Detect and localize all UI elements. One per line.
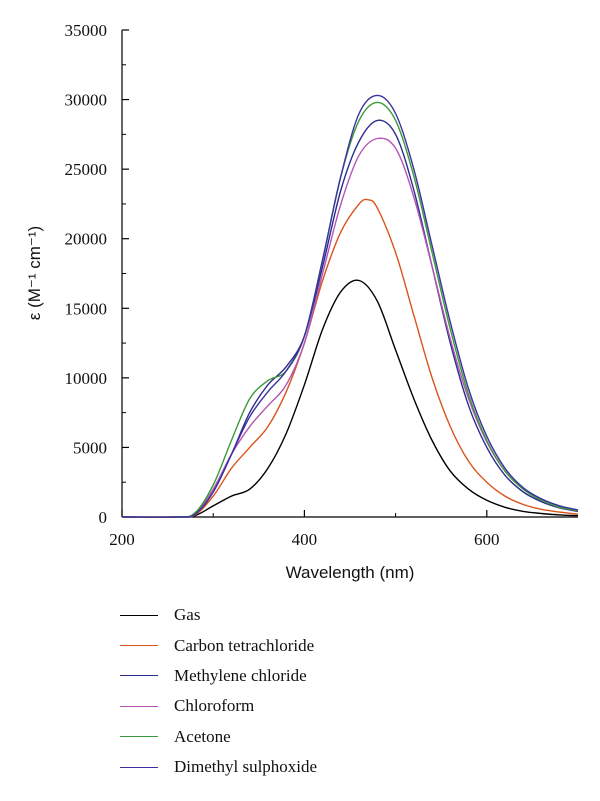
legend-swatch bbox=[120, 766, 158, 768]
y-tick-label: 0 bbox=[99, 508, 108, 527]
legend: Gas Carbon tetrachloride Methylene chlorid… bbox=[120, 600, 580, 782]
series-line-gas bbox=[121, 279, 579, 518]
legend-item: Chloroform bbox=[120, 691, 580, 721]
legend-label: Acetone bbox=[174, 726, 231, 746]
x-tick-label: 400 bbox=[292, 530, 318, 549]
series-line-carbon-tetrachloride bbox=[121, 198, 579, 518]
legend-item: Gas bbox=[120, 600, 580, 630]
y-tick-label: 15000 bbox=[65, 299, 108, 318]
legend-item: Methylene chloride bbox=[120, 661, 580, 691]
x-axis-title: Wavelength (nm) bbox=[286, 563, 415, 582]
plot-frame bbox=[121, 30, 578, 518]
legend-item: Acetone bbox=[120, 722, 580, 752]
y-axis-title: ε (M⁻¹ cm⁻¹) bbox=[25, 226, 44, 320]
legend-swatch bbox=[120, 614, 158, 616]
legend-swatch bbox=[120, 645, 158, 647]
legend-label: Dimethyl sulphoxide bbox=[174, 757, 318, 777]
legend-label: Gas bbox=[174, 605, 201, 625]
series-line-methylene-chloride bbox=[121, 119, 579, 518]
y-tick-label: 10000 bbox=[65, 369, 108, 388]
y-axis-ticks: 0 5000 10000 15000 20000 25000 30000 35000 bbox=[65, 21, 129, 527]
legend-label: Carbon tetrachloride bbox=[174, 635, 315, 655]
y-tick-label: 25000 bbox=[65, 160, 108, 179]
chart: 0 5000 10000 15000 20000 25000 30000 35000 200 4… bbox=[25, 21, 579, 582]
x-tick-label: 600 bbox=[474, 530, 500, 549]
legend-label: Chloroform bbox=[174, 696, 255, 716]
y-tick-label: 35000 bbox=[65, 21, 108, 40]
legend-item: Dimethyl sulphoxide bbox=[120, 752, 580, 782]
x-tick-label: 200 bbox=[109, 530, 135, 549]
legend-item: Carbon tetrachloride bbox=[120, 630, 580, 660]
legend-swatch bbox=[120, 736, 158, 738]
series-line-dimethyl-sulphoxide bbox=[121, 94, 579, 518]
legend-label: Methylene chloride bbox=[174, 665, 307, 685]
x-axis-ticks: 200 400 600 bbox=[109, 510, 500, 549]
y-tick-label: 30000 bbox=[65, 91, 108, 110]
series-line-chloroform bbox=[121, 137, 579, 518]
series-lines bbox=[121, 94, 579, 519]
y-tick-label: 5000 bbox=[73, 438, 107, 457]
legend-swatch bbox=[120, 705, 158, 707]
legend-swatch bbox=[120, 675, 158, 677]
y-tick-label: 20000 bbox=[65, 230, 108, 249]
series-line-acetone bbox=[121, 101, 579, 519]
